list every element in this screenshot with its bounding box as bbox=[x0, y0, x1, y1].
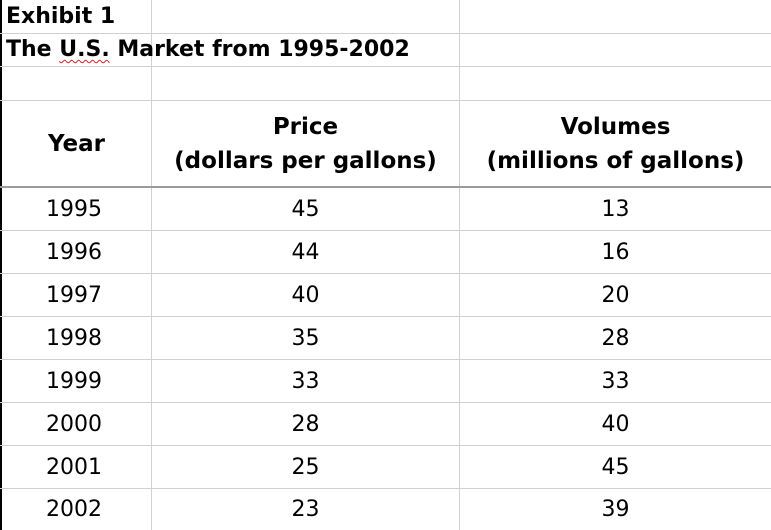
volume-cell[interactable]: 33 bbox=[601, 368, 630, 394]
column-header-volumes-line1: Volumes bbox=[560, 113, 671, 140]
column-header-price-line2: (dollars per gallons) bbox=[174, 147, 437, 174]
year-cell[interactable]: 2000 bbox=[46, 411, 102, 437]
column-header-price[interactable]: Price (dollars per gallons) bbox=[152, 101, 459, 186]
gridline-horizontal bbox=[0, 488, 771, 489]
column-header-year-label: Year bbox=[47, 130, 105, 157]
exhibit-title-suffix: Market from 1995-2002 bbox=[109, 37, 410, 62]
column-header-volumes[interactable]: Volumes (millions of gallons) bbox=[460, 101, 771, 186]
exhibit-title[interactable]: The U.S. Market from 1995-2002 bbox=[6, 35, 446, 65]
gridline-horizontal bbox=[0, 230, 771, 231]
price-cell[interactable]: 45 bbox=[291, 196, 320, 222]
year-cell[interactable]: 2001 bbox=[46, 454, 102, 480]
price-cell[interactable]: 35 bbox=[291, 325, 320, 351]
year-cell[interactable]: 1997 bbox=[46, 282, 102, 308]
volume-cell[interactable]: 28 bbox=[601, 325, 630, 351]
gridline-horizontal bbox=[0, 100, 771, 101]
price-cell[interactable]: 33 bbox=[291, 368, 320, 394]
gridline-horizontal bbox=[0, 186, 771, 188]
gridline-horizontal bbox=[0, 66, 771, 67]
volume-cell[interactable]: 39 bbox=[601, 497, 630, 522]
year-cell[interactable]: 1996 bbox=[46, 239, 102, 265]
volume-cell[interactable]: 20 bbox=[601, 282, 630, 308]
gridline-horizontal bbox=[0, 33, 771, 34]
volume-cell[interactable]: 40 bbox=[601, 411, 630, 437]
gridline-horizontal bbox=[0, 445, 771, 446]
exhibit-label[interactable]: Exhibit 1 bbox=[6, 2, 446, 32]
price-cell[interactable]: 44 bbox=[291, 239, 320, 265]
price-cell[interactable]: 40 bbox=[291, 282, 320, 308]
year-cell[interactable]: 1998 bbox=[46, 325, 102, 351]
gridline-horizontal bbox=[0, 359, 771, 360]
volume-cell[interactable]: 13 bbox=[601, 196, 630, 222]
exhibit-label-text: Exhibit 1 bbox=[6, 4, 116, 29]
year-cell[interactable]: 1999 bbox=[46, 368, 102, 394]
price-cell[interactable]: 23 bbox=[291, 497, 320, 522]
exhibit-title-prefix: The bbox=[6, 37, 60, 62]
gridline-horizontal bbox=[0, 316, 771, 317]
year-cell[interactable]: 1995 bbox=[46, 196, 102, 222]
volume-cell[interactable]: 45 bbox=[601, 454, 630, 480]
gridline-horizontal bbox=[0, 402, 771, 403]
column-header-volumes-line2: (millions of gallons) bbox=[486, 147, 745, 174]
gridline-horizontal bbox=[0, 273, 771, 274]
spellcheck-flagged-word: U.S. bbox=[59, 37, 110, 62]
year-cell[interactable]: 2002 bbox=[46, 497, 102, 522]
gridline-vertical bbox=[0, 0, 2, 530]
gridline-vertical bbox=[151, 0, 152, 530]
price-cell[interactable]: 25 bbox=[291, 454, 320, 480]
column-header-year[interactable]: Year bbox=[2, 101, 151, 186]
volume-cell[interactable]: 16 bbox=[601, 239, 630, 265]
column-header-price-line1: Price bbox=[272, 113, 339, 140]
price-cell[interactable]: 28 bbox=[291, 411, 320, 437]
gridline-vertical bbox=[459, 0, 460, 530]
